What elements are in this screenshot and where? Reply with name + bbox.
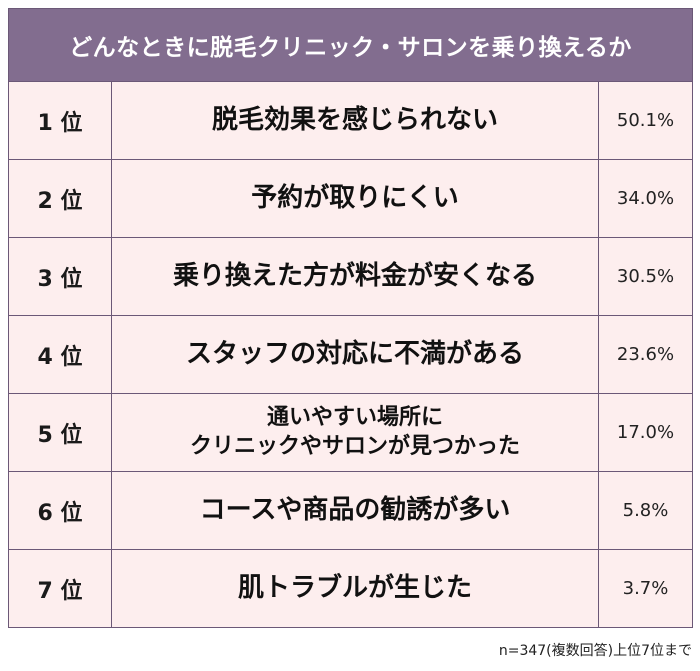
reason-cell: スタッフの対応に不満がある bbox=[112, 316, 599, 393]
value-cell: 17.0% bbox=[616, 422, 675, 443]
ranking-rows: 1 位脱毛効果を感じられない 50.1% 2 位予約が取りにくい 34.0% 3 位乗り… bbox=[8, 82, 693, 628]
value-cell: 50.1% bbox=[616, 110, 675, 131]
table-row: 4 位スタッフの対応に不満がある 23.6% bbox=[9, 316, 692, 394]
ranking-table: どんなときに脱毛クリニック・サロンを乗り換えるか 1 位脱毛効果を感じられない 5… bbox=[8, 8, 693, 628]
reason-cell: 肌トラブルが生じた bbox=[112, 550, 599, 627]
reason-cell: 乗り換えた方が料金が安くなる bbox=[112, 238, 599, 315]
sample-note: n=347(複数回答)上位7位まで bbox=[498, 643, 692, 659]
reason-cell: コースや商品の勧誘が多い bbox=[112, 472, 599, 549]
table-row: 7 位肌トラブルが生じた 3.7% bbox=[9, 550, 692, 628]
table-row: 1 位脱毛効果を感じられない 50.1% bbox=[9, 82, 692, 160]
rank-cell: 2 位 bbox=[9, 160, 112, 237]
table-row: 3 位乗り換えた方が料金が安くなる 30.5% bbox=[9, 238, 692, 316]
table-title: どんなときに脱毛クリニック・サロンを乗り換えるか bbox=[8, 8, 693, 82]
reason-cell: 脱毛効果を感じられない bbox=[112, 82, 599, 159]
table-row: 2 位予約が取りにくい 34.0% bbox=[9, 160, 692, 238]
reason-cell: 予約が取りにくい bbox=[112, 160, 599, 237]
rank-cell: 5 位 bbox=[9, 394, 112, 471]
table-row: 5 位通いやすい場所に クリニックやサロンが見つかった 17.0% bbox=[9, 394, 692, 472]
table-row: 6 位コースや商品の勧誘が多い 5.8% bbox=[9, 472, 692, 550]
value-cell: 5.8% bbox=[622, 500, 669, 521]
value-cell: 30.5% bbox=[616, 266, 675, 287]
rank-cell: 4 位 bbox=[9, 316, 112, 393]
value-cell: 3.7% bbox=[622, 578, 669, 599]
value-cell: 34.0% bbox=[616, 188, 675, 209]
rank-cell: 1 位 bbox=[9, 82, 112, 159]
rank-cell: 6 位 bbox=[9, 472, 112, 549]
rank-cell: 3 位 bbox=[9, 238, 112, 315]
rank-cell: 7 位 bbox=[9, 550, 112, 627]
value-cell: 23.6% bbox=[616, 344, 675, 365]
reason-cell: 通いやすい場所に クリニックやサロンが見つかった bbox=[112, 394, 599, 471]
